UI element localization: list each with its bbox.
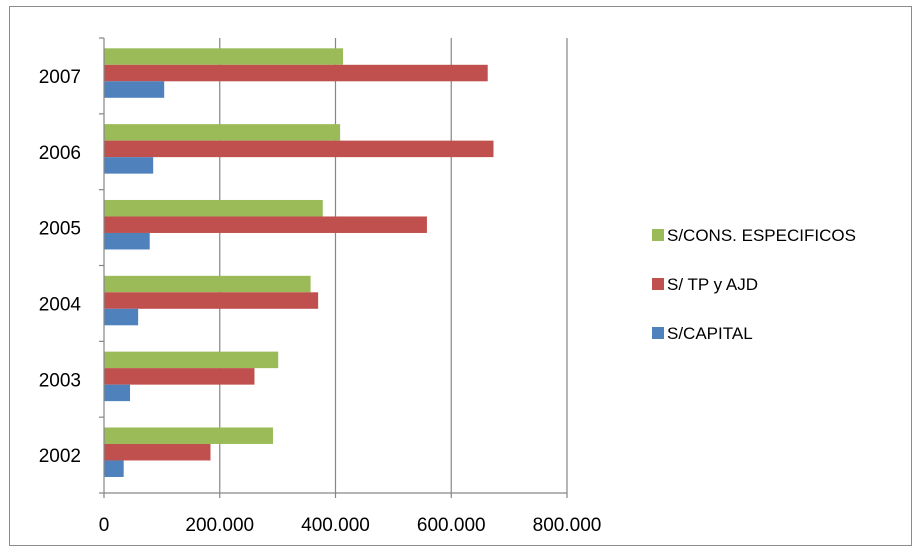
y-axis-labels: 2002 2003 2004 2005 2006 2007 — [39, 67, 82, 467]
bar — [104, 351, 279, 369]
bar — [104, 124, 341, 141]
bar — [104, 48, 344, 65]
legend-label: S/ TP y AJD — [667, 275, 758, 294]
bar — [104, 384, 131, 402]
legend-swatch — [652, 229, 664, 241]
bar — [104, 157, 154, 174]
bar — [104, 368, 255, 385]
bar — [104, 427, 273, 444]
axes — [99, 37, 568, 498]
x-tick-label: 0 — [99, 515, 110, 536]
bar — [104, 232, 150, 250]
bar — [104, 443, 211, 461]
gridlines — [219, 38, 568, 493]
bar — [104, 460, 124, 477]
bar — [104, 275, 311, 293]
legend-swatch — [652, 327, 664, 339]
y-tick-label: 2007 — [39, 67, 81, 88]
x-tick-label: 800.000 — [533, 515, 602, 536]
legend: S/CONS. ESPECIFICOS S/ TP y AJD S/CAPITAL — [652, 226, 856, 343]
bar — [104, 140, 494, 158]
x-axis-labels: 0 200.000 400.000 600.000 800.000 — [99, 515, 602, 536]
y-tick-label: 2003 — [39, 370, 81, 391]
x-tick-label: 600.000 — [417, 515, 486, 536]
y-tick-label: 2006 — [39, 143, 81, 164]
legend-swatch — [652, 278, 664, 290]
y-tick-label: 2005 — [39, 219, 81, 240]
bar — [104, 81, 165, 98]
bars — [104, 48, 494, 477]
bar — [104, 199, 323, 217]
bar — [104, 216, 427, 233]
legend-label: S/CONS. ESPECIFICOS — [667, 226, 856, 245]
bar — [104, 292, 319, 309]
x-tick-label: 200.000 — [185, 515, 254, 536]
y-tick-label: 2002 — [39, 446, 81, 467]
x-tick-label: 400.000 — [301, 515, 370, 536]
bar — [104, 64, 488, 82]
legend-label: S/CAPITAL — [667, 324, 753, 343]
bar — [104, 308, 139, 326]
y-tick-label: 2004 — [39, 294, 82, 315]
